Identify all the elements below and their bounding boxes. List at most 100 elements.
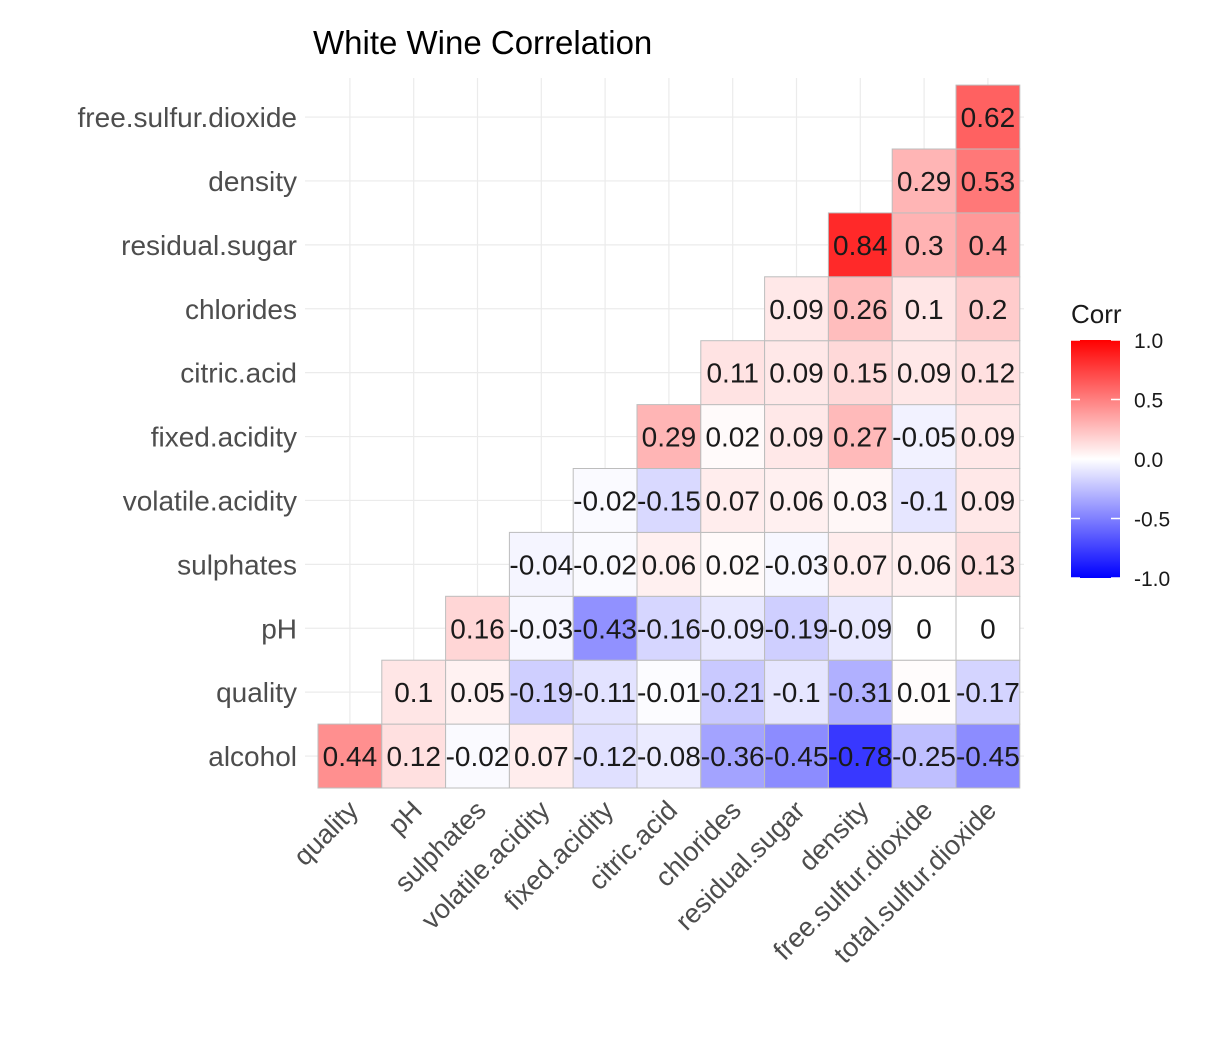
y-tick-label: fixed.acidity	[151, 422, 297, 453]
cell-value-label: 0.06	[642, 549, 697, 580]
heatmap-cell	[955, 659, 1021, 725]
y-tick-label: quality	[216, 677, 297, 708]
heatmap-cell	[955, 531, 1021, 597]
cell-value-label: 0.16	[450, 613, 505, 644]
heatmap-cell	[955, 468, 1021, 533]
heatmap-cell	[445, 723, 510, 789]
cell-value-label: 0.12	[961, 358, 1016, 389]
y-tick-label: volatile.acidity	[123, 485, 297, 516]
y-tick-label: citric.acid	[180, 358, 297, 389]
cell-value-label: 0.12	[386, 741, 441, 772]
heatmap-cell	[700, 531, 766, 597]
cell-value-label: -0.1	[772, 677, 820, 708]
heatmap-cell	[764, 276, 829, 342]
cell-value-label: 0.07	[705, 485, 760, 516]
cell-value-label: 0.26	[833, 294, 888, 325]
cell-value-label: -0.21	[701, 677, 765, 708]
cell-value-label: -0.45	[765, 741, 829, 772]
chart-title: White Wine Correlation	[313, 24, 652, 61]
cell-value-label: -0.02	[446, 741, 510, 772]
heatmap-cell	[827, 468, 893, 533]
cell-value-label: 0.62	[961, 102, 1016, 133]
cell-value-label: -0.09	[828, 613, 892, 644]
y-tick-label: residual.sugar	[121, 230, 297, 261]
heatmap-cell	[317, 723, 383, 789]
heatmap-cell	[955, 723, 1021, 789]
cell-value-label: 0.02	[705, 422, 760, 453]
heatmap-cell	[764, 531, 829, 597]
y-tick-label: alcohol	[208, 741, 297, 772]
cell-value-label: -0.19	[765, 613, 829, 644]
heatmap-cells	[317, 84, 1021, 789]
legend-title: Corr	[1071, 299, 1122, 329]
cell-value-label: -0.36	[701, 741, 765, 772]
heatmap-cell	[508, 595, 574, 661]
heatmap-cell	[891, 148, 957, 214]
heatmap-cell	[955, 595, 1021, 661]
cell-value-label: 0.09	[769, 358, 824, 389]
y-tick-label: density	[208, 166, 297, 197]
cell-value-label: 0.03	[833, 485, 888, 516]
cell-value-label: 0.09	[769, 294, 824, 325]
cell-value-label: 0.1	[394, 677, 433, 708]
cell-value-label: 0.3	[905, 230, 944, 261]
heatmap-cell	[700, 659, 766, 725]
cell-value-label: -0.45	[956, 741, 1020, 772]
legend-tick-label: 0.0	[1134, 449, 1163, 472]
cell-value-label: -0.19	[509, 677, 573, 708]
heatmap-cell	[508, 723, 574, 789]
heatmap-cell	[636, 531, 702, 597]
cell-value-label: 0.44	[323, 741, 378, 772]
cell-value-label: 0	[916, 613, 932, 644]
heatmap-cell	[381, 659, 447, 725]
heatmap-cell	[891, 595, 957, 661]
y-tick-label: sulphates	[177, 549, 297, 580]
cell-value-label: -0.25	[892, 741, 956, 772]
legend: Corr 1.0 0.5 0.0 -0.5 -1.0	[1071, 299, 1170, 591]
heatmap-cell	[827, 404, 893, 470]
y-tick-label: pH	[261, 613, 297, 644]
cell-value-label: -0.15	[637, 485, 701, 516]
heatmap-cell	[700, 340, 766, 406]
y-tick-label: free.sulfur.dioxide	[78, 102, 297, 133]
cell-value-label: 0.15	[833, 358, 888, 389]
legend-tick-label: 0.5	[1134, 390, 1163, 413]
heatmap-cell	[381, 723, 447, 789]
heatmap-cell	[827, 340, 893, 406]
cell-value-label: 0.01	[897, 677, 952, 708]
heatmap-cell	[955, 404, 1021, 470]
heatmap-cell	[572, 659, 638, 725]
heatmap-cell	[891, 340, 957, 406]
cell-value-label: 0.11	[706, 358, 758, 389]
cell-value-label: 0.29	[642, 422, 697, 453]
heatmap-cell	[955, 148, 1021, 214]
cell-value-label: -0.05	[892, 422, 956, 453]
cell-value-label: -0.43	[573, 613, 637, 644]
heatmap-cell	[700, 404, 766, 470]
legend-ticks: 1.0 0.5 0.0 -0.5 -1.0	[1071, 330, 1170, 591]
heatmap-cell	[700, 468, 766, 533]
cell-value-label: -0.09	[701, 613, 765, 644]
cell-value-label: 0.13	[961, 549, 1016, 580]
cell-value-label: 0.09	[961, 485, 1016, 516]
heatmap-cell	[891, 212, 957, 278]
cell-value-label: -0.03	[765, 549, 829, 580]
cell-value-label: 0.84	[833, 230, 888, 261]
cell-value-label: 0.1	[905, 294, 944, 325]
heatmap-cell	[955, 84, 1021, 150]
cell-labels: 0.44 0.12 -0.02 0.07 -0.12 -0.08 -0.36 -0.45 -0.…	[323, 102, 1020, 772]
heatmap-cell	[572, 595, 638, 661]
cell-value-label: -0.08	[637, 741, 701, 772]
heatmap-cell	[764, 595, 829, 661]
legend-tick-label: 1.0	[1134, 330, 1163, 353]
cell-value-label: -0.04	[509, 549, 573, 580]
heatmap-cell	[445, 659, 510, 725]
heatmap-cell	[572, 468, 638, 533]
cell-value-label: -0.78	[828, 741, 892, 772]
heatmap-cell	[700, 595, 766, 661]
cell-value-label: 0.2	[968, 294, 1007, 325]
heatmap-cell	[827, 723, 893, 789]
cell-value-label: -0.02	[573, 485, 637, 516]
heatmap-cell	[955, 212, 1021, 278]
cell-value-label: 0.09	[897, 358, 952, 389]
